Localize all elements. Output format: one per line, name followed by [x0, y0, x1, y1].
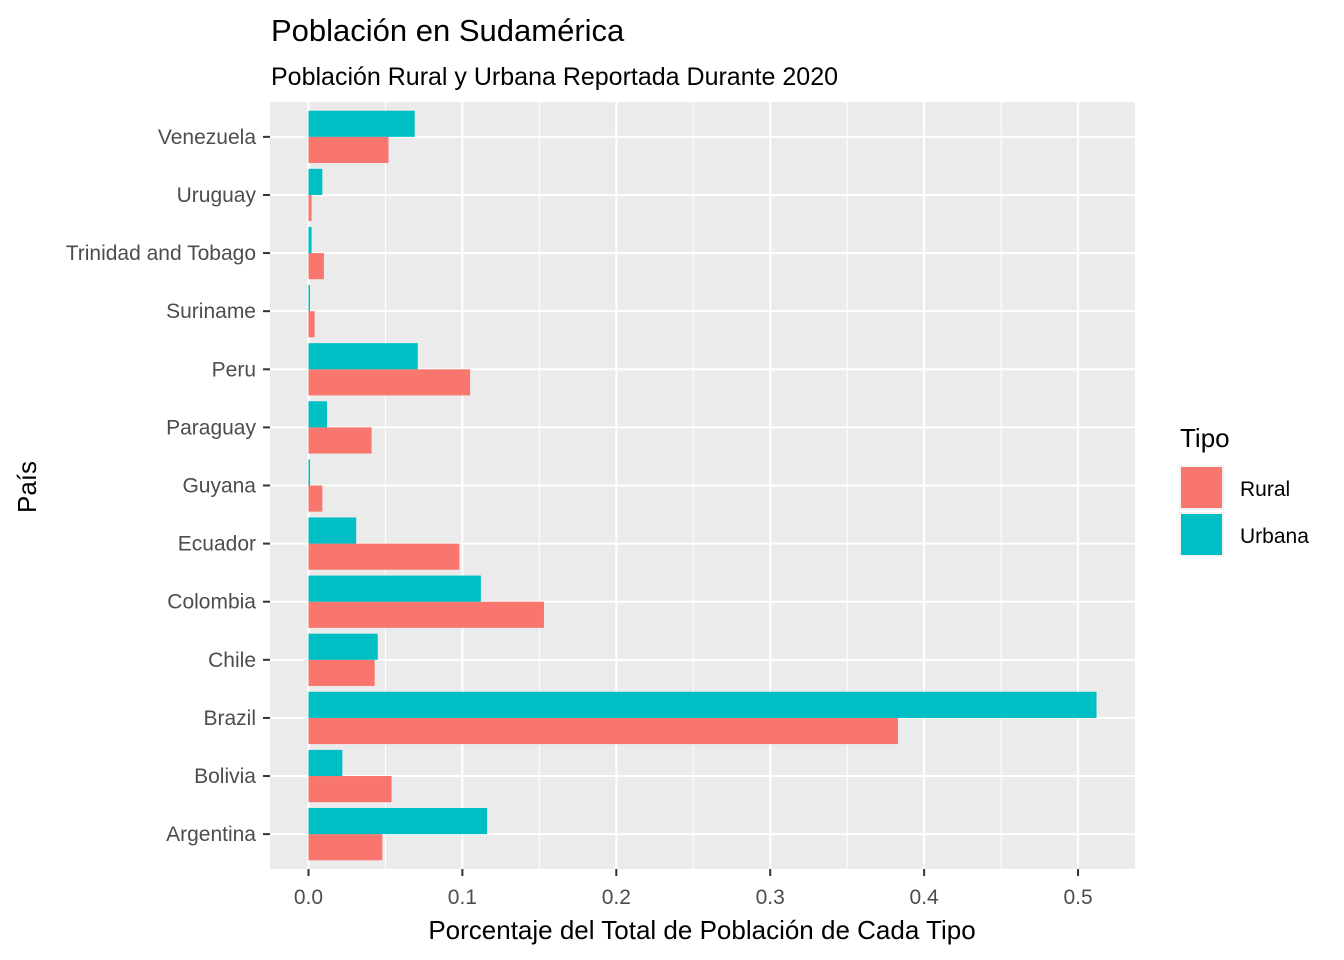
bar-rural-argentina [308, 834, 383, 861]
bar-urbana-suriname [308, 285, 311, 312]
bar-rural-peru [308, 369, 471, 396]
x-tick-label: 0.4 [910, 886, 940, 909]
x-axis: 0.0 0.1 0.2 0.3 0.4 0.5 [294, 869, 1093, 909]
bar-rural-trinidad-and-tobago [308, 253, 324, 280]
x-tick-label: 0.2 [602, 886, 631, 909]
bar-rural-guyana [308, 485, 323, 512]
bar-urbana-ecuador [308, 517, 357, 544]
legend-key-urbana [1181, 514, 1222, 555]
y-tick-label: Colombia [167, 591, 256, 614]
bar-rural-venezuela [308, 136, 389, 164]
bar-urbana-uruguay [308, 168, 323, 195]
bar-rural-paraguay [308, 427, 372, 454]
y-tick-label: Uruguay [177, 184, 257, 207]
y-tick-label: Argentina [166, 823, 256, 846]
y-tick-label: Bolivia [194, 765, 256, 788]
bar-rural-brazil [308, 717, 898, 745]
x-tick-label: 0.1 [448, 886, 477, 909]
bar-urbana-trinidad-and-tobago [308, 226, 312, 254]
grid [270, 102, 1135, 869]
y-axis-title: País [12, 461, 42, 513]
bar-urbana-guyana [308, 459, 311, 486]
bar-urbana-peru [308, 343, 418, 370]
legend-label-urbana: Urbana [1240, 525, 1309, 548]
bar-urbana-colombia [308, 575, 481, 602]
y-tick-label: Venezuela [158, 126, 256, 149]
chart-title: Población en Sudamérica [271, 13, 625, 48]
bar-rural-chile [308, 659, 375, 686]
x-tick-label: 0.0 [294, 886, 323, 909]
y-tick-label: Peru [212, 358, 256, 381]
bar-urbana-venezuela [308, 110, 415, 137]
bar-urbana-paraguay [308, 401, 327, 428]
bar-rural-suriname [308, 311, 315, 338]
x-tick-label: 0.5 [1063, 886, 1092, 909]
y-tick-label: Trinidad and Tobago [66, 242, 256, 265]
y-tick-label: Chile [208, 649, 256, 672]
bar-urbana-chile [308, 633, 378, 660]
x-tick-label: 0.3 [756, 886, 785, 909]
y-tick-label: Paraguay [166, 416, 256, 439]
legend: Tipo Rural Urbana [1179, 423, 1309, 557]
bar-urbana-bolivia [308, 749, 343, 777]
bar-rural-ecuador [308, 543, 460, 570]
legend-label-rural: Rural [1240, 478, 1290, 501]
x-axis-title: Porcentaje del Total de Población de Cad… [428, 915, 975, 945]
bar-rural-bolivia [308, 776, 392, 803]
chart-subtitle: Población Rural y Urbana Reportada Duran… [271, 63, 838, 91]
legend-key-rural [1181, 467, 1222, 508]
bar-rural-colombia [308, 601, 544, 628]
y-tick-label: Ecuador [178, 533, 256, 556]
bar-urbana-brazil [308, 691, 1097, 718]
legend-title: Tipo [1180, 423, 1230, 453]
y-tick-label: Guyana [182, 475, 256, 498]
bar-urbana-argentina [308, 807, 488, 835]
y-axis: Argentina Bolivia Brazil Chile Colombia Ecuad… [66, 126, 270, 846]
y-tick-label: Suriname [166, 300, 256, 323]
bar-rural-uruguay [308, 194, 312, 222]
bars [308, 110, 1097, 861]
y-tick-label: Brazil [203, 707, 256, 730]
